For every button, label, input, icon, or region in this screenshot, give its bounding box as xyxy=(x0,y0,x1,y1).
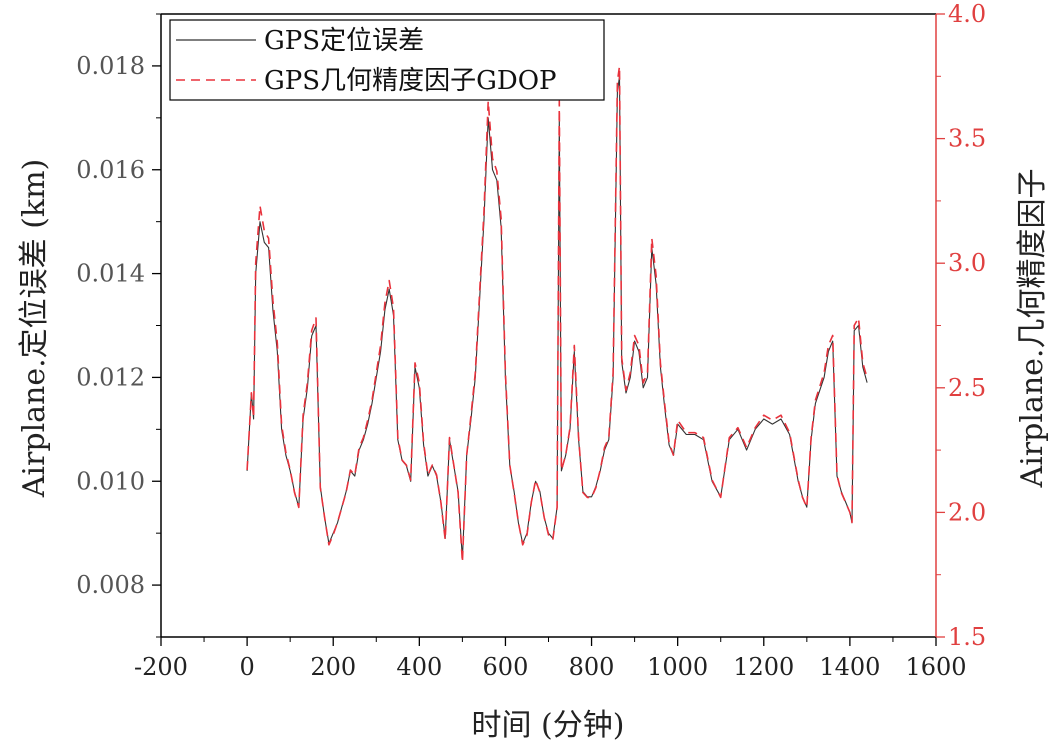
y-left-tick-label: 0.018 xyxy=(76,52,145,80)
x-axis-title: 时间 (分钟) xyxy=(472,708,625,743)
y-right-tick-label: 2.5 xyxy=(948,374,986,402)
y-right-tick-label: 1.5 xyxy=(948,623,986,651)
x-tick-label: 1200 xyxy=(733,653,794,681)
y-left-axis-title: Airplane.定位误差 (km) xyxy=(17,159,52,498)
legend-box xyxy=(169,19,605,101)
series-line-gdop xyxy=(246,65,868,564)
y-left-tick-label: 0.012 xyxy=(76,363,145,391)
y-right-axis-title: Airplane.几何精度因子 xyxy=(1015,169,1050,489)
y-left-tick-label: 0.008 xyxy=(76,571,145,599)
y-right-tick-label: 3.5 xyxy=(948,125,986,153)
ticks-layer: -200 0 200 400 600 800 1000 1200 1400 1600 0.008 0.… xyxy=(76,0,986,681)
x-tick-label: 200 xyxy=(310,653,356,681)
y-left-tick-label: 0.010 xyxy=(76,467,145,495)
x-tick-label: 0 xyxy=(239,653,254,681)
y-right-tick-label: 4.0 xyxy=(948,0,986,28)
legend-label-error: GPS定位误差 xyxy=(264,26,424,56)
series-layer xyxy=(246,65,868,564)
x-tick-label: 1000 xyxy=(647,653,708,681)
x-tick-label: -200 xyxy=(134,653,188,681)
legend-label-gdop: GPS几何精度因子GDOP xyxy=(264,66,557,96)
y-left-tick-label: 0.016 xyxy=(76,156,145,184)
y-right-tick-label: 3.0 xyxy=(948,249,986,277)
y-left-tick-label: 0.014 xyxy=(76,260,145,288)
y-right-tick-label: 2.0 xyxy=(948,498,986,526)
x-tick-label: 1400 xyxy=(819,653,880,681)
x-tick-label: 400 xyxy=(396,653,442,681)
x-tick-label: 800 xyxy=(569,653,615,681)
legend: GPS定位误差 GPS几何精度因子GDOP xyxy=(169,19,605,101)
x-tick-label: 1600 xyxy=(905,653,966,681)
x-tick-label: 600 xyxy=(483,653,529,681)
